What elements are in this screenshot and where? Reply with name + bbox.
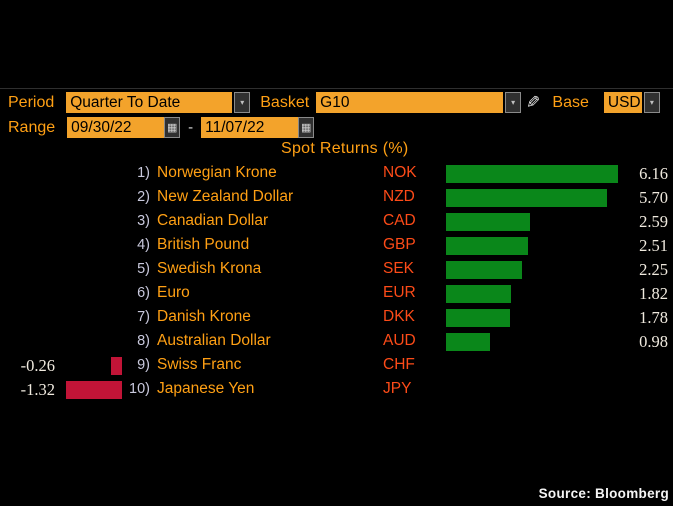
spot-returns-chart: 1) Norwegian Krone NOK 6.16 2) New Zealand Do… <box>0 162 673 402</box>
positive-bar <box>446 333 490 351</box>
table-row[interactable]: 7) Danish Krone DKK 1.78 <box>0 306 673 330</box>
basket-label: Basket <box>260 94 310 111</box>
positive-bar <box>446 309 510 327</box>
currency-code: CHF <box>383 356 415 373</box>
calendar-icon[interactable]: ▦ <box>298 117 315 138</box>
row-rank: 6) <box>137 285 150 301</box>
base-select[interactable]: USD <box>603 92 642 113</box>
range-end-input[interactable]: 11/07/22 <box>201 117 299 138</box>
base-label: Base <box>552 94 589 111</box>
currency-code: JPY <box>383 380 412 397</box>
currency-name: Norwegian Krone <box>157 164 277 181</box>
controls-row-1: Period Quarter To Date ▾ Basket G10 ▾ ✎ … <box>8 92 673 113</box>
controls-panel: Period Quarter To Date ▾ Basket G10 ▾ ✎ … <box>0 88 673 142</box>
calendar-icon[interactable]: ▦ <box>164 117 181 138</box>
chevron-down-icon[interactable]: ▾ <box>505 92 522 113</box>
currency-name: Swiss Franc <box>157 356 242 373</box>
period-select[interactable]: Quarter To Date <box>66 92 233 113</box>
currency-name: Australian Dollar <box>157 332 271 349</box>
value-label: 5.70 <box>639 188 668 207</box>
currency-code: GBP <box>383 236 416 253</box>
positive-bar <box>446 237 528 255</box>
currency-code: EUR <box>383 284 416 301</box>
currency-name: British Pound <box>157 236 250 253</box>
currency-code: NOK <box>383 164 417 181</box>
negative-bar <box>111 357 122 375</box>
table-row[interactable]: 1) Norwegian Krone NOK 6.16 <box>0 162 673 186</box>
table-row[interactable]: 8) Australian Dollar AUD 0.98 <box>0 330 673 354</box>
table-row[interactable]: 9) Swiss Franc CHF -0.26 <box>0 354 673 378</box>
pencil-icon[interactable]: ✎ <box>526 92 541 112</box>
value-label: 2.25 <box>639 260 668 279</box>
value-label: 6.16 <box>639 164 668 183</box>
table-row[interactable]: 10) Japanese Yen JPY -1.32 <box>0 378 673 402</box>
chart-title: Spot Returns (%) <box>281 140 409 157</box>
currency-code: NZD <box>383 188 415 205</box>
range-separator: - <box>188 119 194 136</box>
positive-bar <box>446 189 607 207</box>
positive-bar <box>446 213 530 231</box>
row-rank: 3) <box>137 213 150 229</box>
currency-name: Swedish Krona <box>157 260 262 277</box>
positive-bar <box>446 261 522 279</box>
chevron-down-icon[interactable]: ▾ <box>643 92 660 113</box>
currency-name: Danish Krone <box>157 308 251 325</box>
table-row[interactable]: 6) Euro EUR 1.82 <box>0 282 673 306</box>
source-credit: Source: Bloomberg <box>538 486 669 501</box>
table-row[interactable]: 3) Canadian Dollar CAD 2.59 <box>0 210 673 234</box>
range-start-input[interactable]: 09/30/22 <box>67 117 165 138</box>
value-label: -1.32 <box>20 380 55 399</box>
period-label: Period <box>8 94 55 111</box>
table-row[interactable]: 4) British Pound GBP 2.51 <box>0 234 673 258</box>
currency-name: Euro <box>157 284 190 301</box>
currency-code: AUD <box>383 332 416 349</box>
chevron-down-icon[interactable]: ▾ <box>234 92 251 113</box>
value-label: 0.98 <box>639 332 668 351</box>
positive-bar <box>446 285 511 303</box>
table-row[interactable]: 5) Swedish Krona SEK 2.25 <box>0 258 673 282</box>
currency-code: CAD <box>383 212 416 229</box>
positive-bar <box>446 165 618 183</box>
controls-row-2: Range 09/30/22 ▦ - 11/07/22 ▦ <box>8 117 673 138</box>
row-rank: 4) <box>137 237 150 253</box>
currency-name: New Zealand Dollar <box>157 188 294 205</box>
row-rank: 8) <box>137 333 150 349</box>
value-label: 1.78 <box>639 308 668 327</box>
row-rank: 9) <box>137 357 150 373</box>
value-label: 2.59 <box>639 212 668 231</box>
row-rank: 5) <box>137 261 150 277</box>
range-label: Range <box>8 119 56 136</box>
currency-name: Canadian Dollar <box>157 212 269 229</box>
row-rank: 1) <box>137 165 150 181</box>
currency-code: SEK <box>383 260 415 277</box>
value-label: 2.51 <box>639 236 668 255</box>
table-row[interactable]: 2) New Zealand Dollar NZD 5.70 <box>0 186 673 210</box>
negative-bar <box>66 381 122 399</box>
value-label: 1.82 <box>639 284 668 303</box>
currency-code: DKK <box>383 308 415 325</box>
basket-select[interactable]: G10 <box>316 92 504 113</box>
value-label: -0.26 <box>20 356 55 375</box>
currency-name: Japanese Yen <box>157 380 255 397</box>
row-rank: 2) <box>137 189 150 205</box>
row-rank: 10) <box>129 381 150 397</box>
row-rank: 7) <box>137 309 150 325</box>
